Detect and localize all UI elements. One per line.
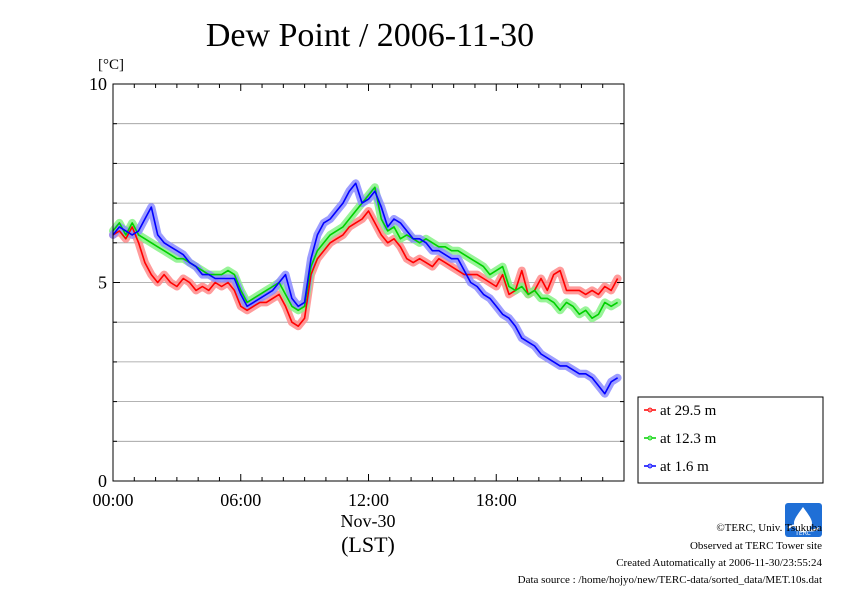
legend-label: at 1.6 m (660, 459, 709, 475)
legend-label: at 12.3 m (660, 431, 717, 447)
legend-marker (647, 435, 653, 441)
y-tick-label: 0 (98, 471, 107, 491)
x-axis-label: (LST) (341, 532, 395, 557)
legend: at 29.5 m at 12.3 m at 1.6 m (637, 396, 824, 484)
x-tick-label: 18:00 (476, 490, 517, 510)
x-tick-label: 00:00 (92, 490, 133, 510)
series-band-0 (109, 207, 622, 331)
legend-label: at 29.5 m (660, 403, 717, 419)
grid-lines (113, 123, 624, 442)
legend-marker (647, 463, 653, 469)
chart-title: Dew Point / 2006-11-30 (206, 17, 534, 54)
y-unit-label: [°C] (98, 57, 124, 73)
series-layer (109, 179, 622, 398)
created-text: Created Automatically at 2006-11-30/23:5… (616, 557, 822, 569)
source-text: Data source : /home/hojyo/new/TERC-data/… (518, 574, 822, 586)
site-text: Observed at TERC Tower site (690, 540, 822, 552)
series-line-0 (112, 210, 619, 328)
x-tick-label: 06:00 (220, 490, 261, 510)
copyright-text: ©TERC, Univ. Tsukuba (716, 522, 822, 534)
legend-marker (647, 407, 653, 413)
tick-marks (112, 83, 625, 482)
legend-box (637, 396, 824, 484)
y-tick-label: 10 (89, 74, 107, 94)
date-label: Nov-30 (341, 511, 396, 531)
tick-labels: 0 5 10 00:00 06:00 12:00 18:00 (89, 74, 517, 510)
logo-text: TERC (794, 530, 811, 537)
terc-logo: TERC (785, 503, 822, 537)
y-tick-label: 5 (98, 273, 107, 293)
series-line-1 (112, 186, 619, 320)
x-tick-label: 12:00 (348, 490, 389, 510)
series-line-2 (112, 182, 619, 395)
